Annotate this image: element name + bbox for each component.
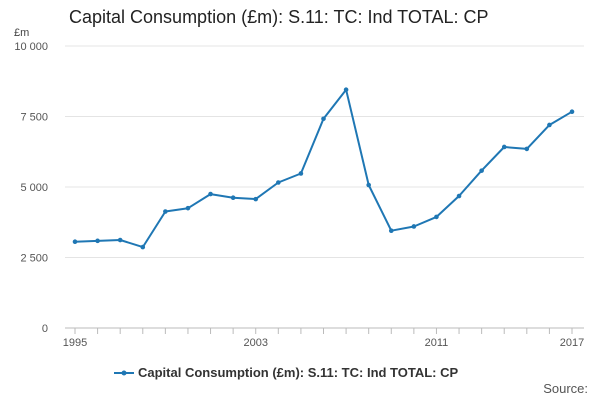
y-tick-label: 0 [42, 323, 48, 335]
data-point [343, 87, 349, 93]
x-tick-label: 1995 [63, 337, 87, 349]
x-tick-label: 2003 [243, 337, 267, 349]
source-label: Source: [543, 381, 588, 396]
legend-swatch-icon [114, 370, 134, 375]
legend-label: Capital Consumption (£m): S.11: TC: Ind … [138, 365, 459, 380]
data-point [366, 182, 371, 188]
y-tick-label: 5 000 [20, 182, 48, 194]
data-point [163, 209, 168, 214]
legend[interactable]: Capital Consumption (£m): S.11: TC: Ind … [113, 365, 458, 380]
data-point [298, 171, 304, 176]
data-point [230, 195, 236, 201]
data-point [95, 238, 100, 244]
data-point [140, 244, 146, 250]
data-point [479, 168, 484, 173]
data-point [253, 196, 259, 202]
data-point [456, 193, 462, 199]
data-point [501, 144, 507, 150]
data-point [276, 180, 281, 185]
y-tick-label: 10 000 [14, 41, 48, 53]
data-point [547, 122, 552, 128]
data-point [208, 191, 213, 197]
y-axis-unit-label: £m [14, 27, 30, 39]
series-line [74, 88, 573, 249]
chart-title: Capital Consumption (£m): S.11: TC: Ind … [69, 7, 489, 27]
y-tick-label: 2 500 [20, 253, 48, 265]
data-point [524, 146, 530, 152]
data-point [411, 224, 417, 229]
data-point [434, 214, 439, 220]
x-tick-label: 2011 [425, 337, 449, 349]
data-point [185, 205, 191, 211]
data-point [321, 116, 326, 122]
y-tick-label: 7 500 [20, 112, 48, 124]
data-point [72, 239, 78, 245]
data-point [117, 237, 123, 243]
x-tick-label: 2017 [560, 337, 584, 349]
data-point [569, 109, 575, 115]
data-point [388, 228, 394, 234]
